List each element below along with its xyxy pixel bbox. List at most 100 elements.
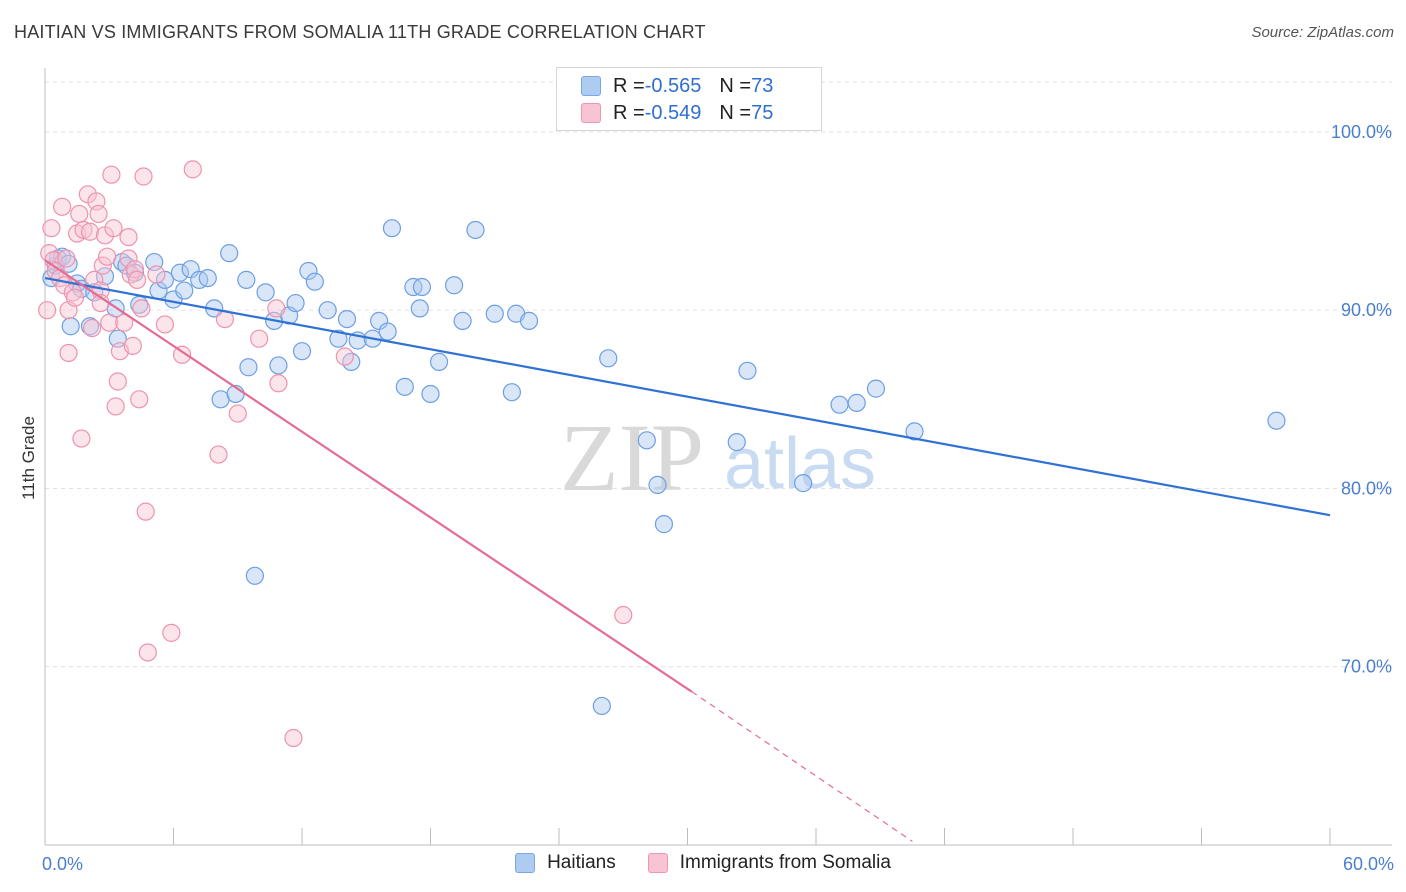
trend-line-extension (691, 691, 913, 842)
source-label: Source: ZipAtlas.com (1251, 24, 1394, 41)
legend-row-somalia: R = -0.549 N = 75 (581, 100, 773, 126)
y-tick-label: 90.0% (1341, 300, 1392, 320)
data-point (335, 347, 354, 366)
data-point (134, 167, 153, 186)
data-point (132, 299, 151, 318)
legend-n-value: 73 (751, 74, 774, 97)
watermark: ZIP atlas (560, 404, 876, 511)
data-point (410, 299, 429, 318)
legend-n-label: N = (719, 101, 752, 124)
data-point (102, 165, 121, 184)
data-point (70, 204, 89, 224)
series-somalia-points (38, 160, 633, 748)
data-point (269, 374, 288, 393)
legend-row-haitians: R = -0.565 N = 73 (581, 73, 773, 99)
data-point (592, 696, 611, 716)
data-point (89, 204, 108, 224)
legend-r-label: R = (613, 101, 645, 124)
data-point (155, 315, 175, 334)
data-point (42, 219, 61, 238)
series-legend: Haitians Immigrants from Somalia (0, 852, 1406, 874)
legend-r-value: -0.549 (644, 101, 702, 124)
data-point (318, 301, 337, 320)
correlation-legend: R = -0.565 N = 73 R = -0.549 N = 75 (556, 67, 822, 131)
tick-labels: 70.0% 80.0% 90.0% 100.0% 0.0% 60.0% (42, 122, 1394, 874)
data-point (654, 515, 674, 534)
data-point (228, 404, 247, 423)
data-point (198, 268, 217, 288)
legend-item-haitians[interactable]: Haitians (515, 852, 616, 874)
legend-swatch-haitians (515, 853, 536, 873)
data-point (172, 345, 192, 364)
data-point (245, 566, 264, 585)
data-point (378, 322, 397, 341)
data-point (59, 343, 78, 363)
x-tick-label-min: 0.0% (42, 854, 83, 874)
data-point (267, 299, 286, 318)
data-point (183, 160, 202, 179)
legend-r-label: R = (613, 74, 645, 97)
axes (44, 68, 1392, 846)
data-point (209, 445, 228, 464)
watermark-atlas: atlas (724, 424, 876, 504)
y-axis-label: 11th Grade (19, 416, 38, 500)
legend-r-value: -0.565 (644, 74, 702, 97)
data-point (250, 329, 269, 348)
data-point (83, 318, 102, 338)
data-point (53, 197, 72, 216)
data-point (220, 244, 239, 263)
data-point (155, 270, 175, 289)
data-point (292, 342, 312, 361)
data-point (305, 272, 324, 291)
data-point (519, 311, 539, 330)
data-point (299, 261, 318, 281)
data-point (648, 475, 667, 494)
data-point (106, 397, 125, 416)
data-point (38, 301, 57, 320)
data-point (175, 281, 194, 300)
data-point (738, 361, 757, 380)
data-point (727, 433, 746, 452)
data-point (847, 393, 866, 412)
data-point (286, 293, 305, 313)
legend-item-somalia[interactable]: Immigrants from Somalia (647, 852, 891, 874)
legend-swatch-somalia (581, 103, 601, 123)
trend-line (44, 277, 1331, 517)
data-point (421, 384, 440, 404)
data-point (466, 220, 485, 240)
data-point (614, 605, 633, 625)
data-point (444, 276, 464, 295)
data-point (119, 249, 138, 268)
data-point (866, 379, 886, 398)
data-point (329, 329, 348, 348)
legend-label-somalia: Immigrants from Somalia (679, 852, 891, 873)
data-point (382, 219, 402, 238)
data-point (453, 311, 472, 330)
data-point (61, 317, 80, 336)
y-tick-label: 100.0% (1331, 122, 1392, 142)
data-point (337, 310, 357, 329)
data-point (93, 256, 112, 275)
legend-swatch-haitians (581, 76, 601, 96)
data-point (108, 372, 127, 391)
data-point (162, 623, 181, 642)
y-tick-label: 80.0% (1341, 478, 1392, 498)
trend-line (44, 259, 693, 693)
x-tick-label-max: 60.0% (1343, 854, 1394, 874)
data-point (170, 263, 190, 282)
data-point (502, 383, 521, 402)
legend-label-haitians: Haitians (547, 852, 616, 873)
data-point (1267, 411, 1286, 430)
data-point (65, 288, 85, 307)
legend-n-label: N = (719, 74, 752, 97)
data-point (100, 313, 119, 332)
data-point (123, 336, 142, 355)
data-point (127, 270, 147, 289)
data-point (130, 390, 149, 409)
data-point (85, 270, 104, 289)
watermark-zip: ZIP (560, 404, 704, 511)
data-point (147, 265, 166, 284)
data-point (429, 352, 449, 371)
data-point (104, 219, 123, 238)
